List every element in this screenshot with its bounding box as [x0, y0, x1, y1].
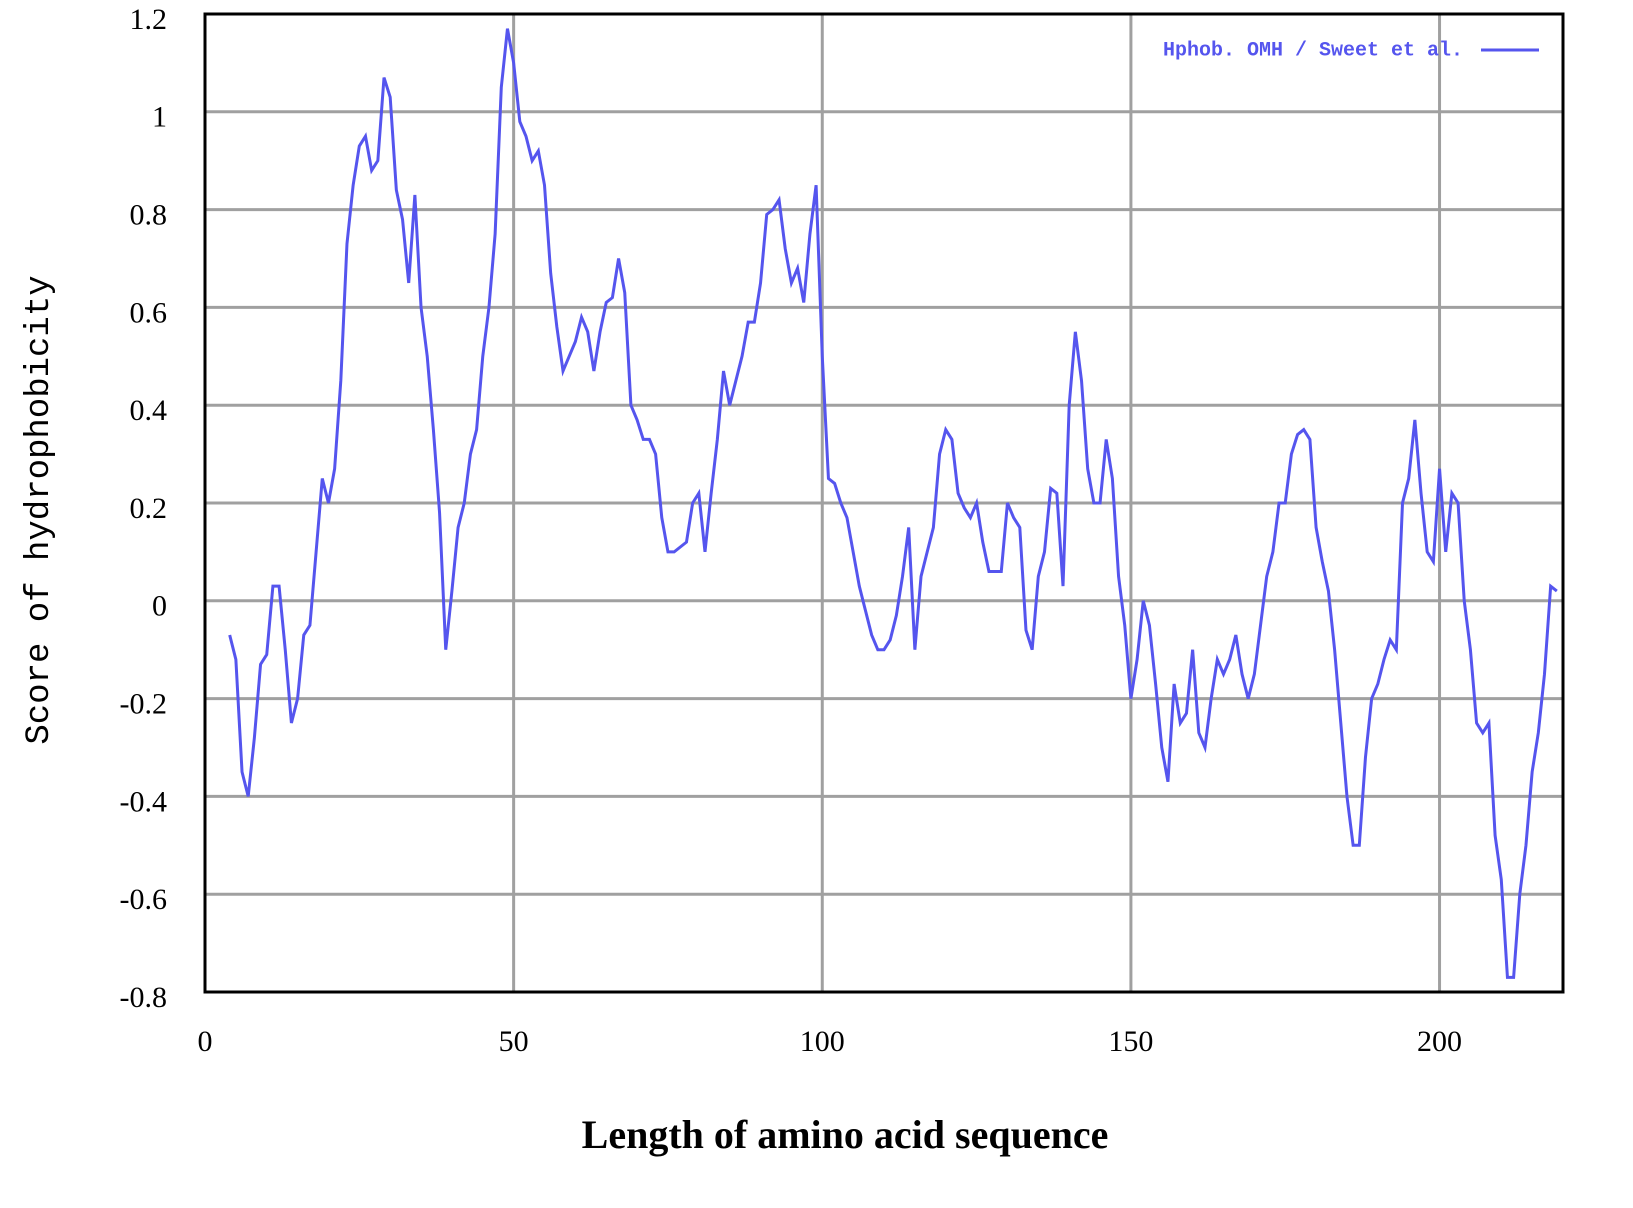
y-axis-label: Score of hydrophobicity [21, 275, 59, 744]
y-tick-label: 1 [152, 101, 167, 134]
y-tick-label: 0 [152, 590, 167, 623]
x-tick-label: 150 [1108, 1025, 1153, 1058]
y-tick-label: 0.6 [130, 296, 168, 329]
legend-label: Hphob. OMH / Sweet et al. [1163, 39, 1463, 62]
x-tick-label: 200 [1417, 1025, 1462, 1058]
x-tick-label: 50 [499, 1025, 529, 1058]
x-axis-label: Length of amino acid sequence [582, 1112, 1109, 1157]
data-line [228, 28, 1558, 979]
plot-frame [203, 12, 1565, 994]
y-tick-label: -0.2 [120, 687, 168, 720]
x-tick-label: 100 [800, 1025, 845, 1058]
y-tick-label: 1.2 [130, 3, 168, 36]
y-tick-label: 0.8 [130, 198, 168, 231]
y-tick-label: 0.2 [130, 492, 168, 525]
y-tick-label: -0.6 [120, 883, 168, 916]
y-tick-label: -0.8 [120, 981, 168, 1014]
x-tick-label: 0 [198, 1025, 213, 1058]
y-tick-label: -0.4 [120, 785, 168, 818]
y-tick-label: 0.4 [130, 394, 168, 427]
